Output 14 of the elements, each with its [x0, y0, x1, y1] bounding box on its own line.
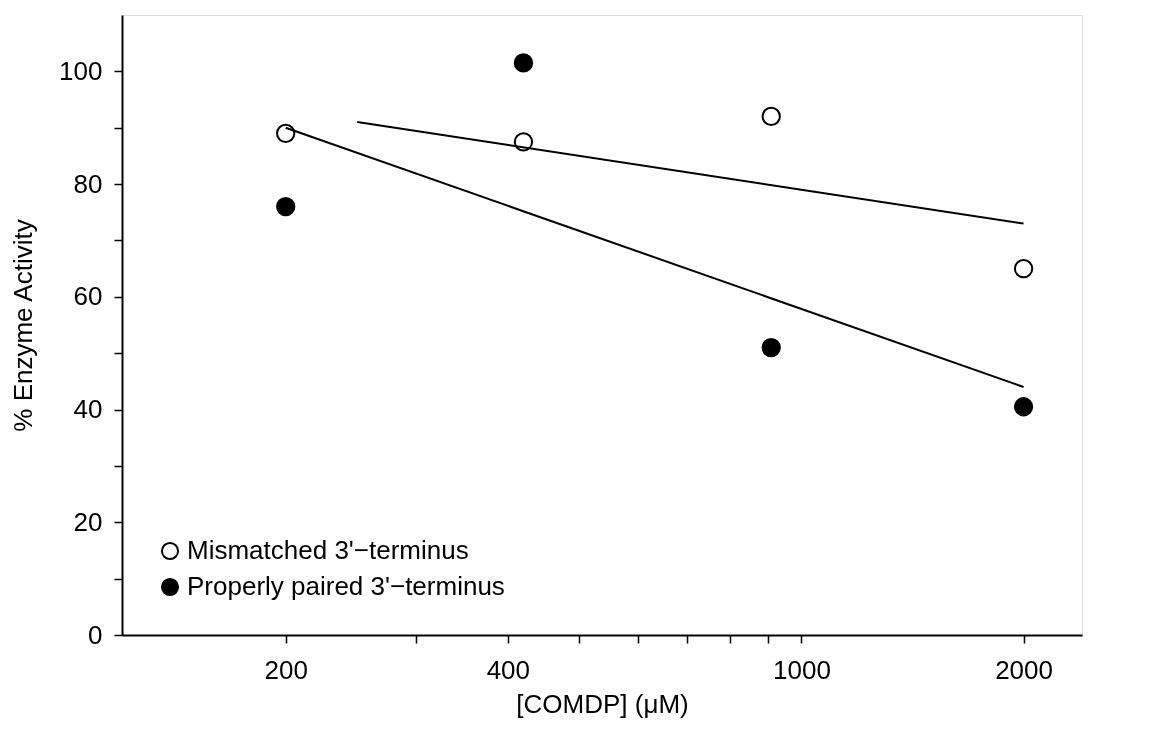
- y-tick-label: 0: [88, 619, 103, 650]
- x-tick-label: 1000: [773, 654, 831, 685]
- x-axis-title: [COMDP] (μM): [516, 688, 689, 719]
- y-tick-label: 100: [59, 55, 103, 86]
- y-axis-title: % Enzyme Activity: [8, 219, 39, 432]
- x-tick-label: 400: [486, 654, 531, 685]
- x-tick-label: 2000: [995, 654, 1053, 685]
- legend-label: Properly paired 3'−terminus: [187, 571, 505, 601]
- y-tick-label: 20: [73, 506, 103, 537]
- y-tick-label: 80: [73, 168, 103, 199]
- legend-label: Mismatched 3'−terminus: [187, 535, 469, 565]
- x-tick-label: 200: [264, 654, 308, 685]
- y-tick-label: 40: [73, 394, 103, 425]
- y-tick-label: 60: [73, 281, 103, 312]
